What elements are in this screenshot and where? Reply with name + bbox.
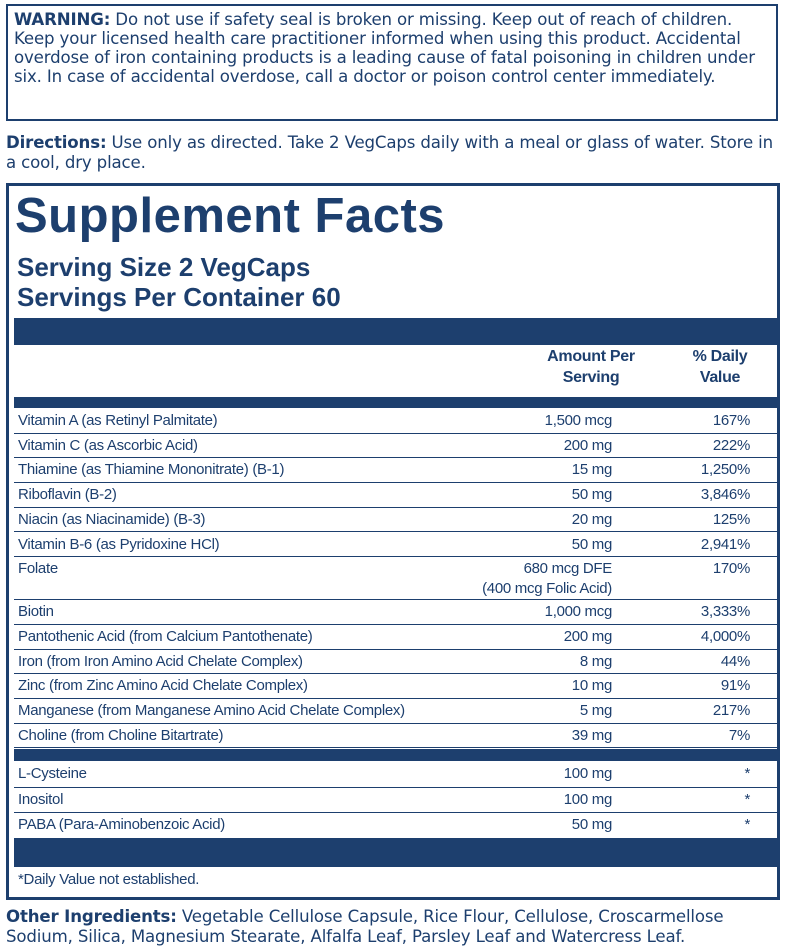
nutrient-daily-value: 222% [712,436,750,454]
nutrient-name: Pantothenic Acid (from Calcium Pantothen… [18,627,313,645]
nutrient-amount: 39 mg [571,726,613,744]
nutrient-daily-value: * [744,816,750,834]
nutrient-row: Vitamin C (as Ascorbic Acid) 200 mg 222% [14,434,778,459]
nutrient-amount: 200 mg [563,436,613,454]
nutrient-daily-value: 91% [720,677,750,695]
nutrient-amount: 8 mg [579,652,612,670]
nutrient-amount: 50 mg [571,535,613,553]
nutrient-amount: 10 mg [571,677,613,695]
nutrient-name: Inositol [18,790,64,808]
nutrient-name: Choline (from Choline Bitartrate) [18,726,224,744]
nutrient-name: Folate [18,560,58,578]
serving-size: Serving Size 2 VegCaps [17,252,311,282]
directions-text: Use only as directed. Take 2 VegCaps dai… [6,133,773,172]
nutrient-row: Biotin 1,000 mcg 3,333% [14,600,778,625]
nutrient-amount: 15 mg [571,461,613,479]
facts-title: Supplement Facts [15,189,446,243]
thick-divider-bottom [14,839,778,867]
nutrient-row: Pantothenic Acid (from Calcium Pantothen… [14,625,778,650]
nutrient-row: Choline (from Choline Bitartrate) 39 mg 7% [14,724,778,749]
nutrient-daily-value: 125% [712,510,750,528]
nutrient-name: Iron (from Iron Amino Acid Chelate Compl… [18,652,303,670]
nutrient-row: L-Cysteine 100 mg * [14,762,778,788]
nutrient-name: Zinc (from Zinc Amino Acid Chelate Compl… [18,677,308,695]
other-ingredients-text: Vegetable Cellulose Capsule, Rice Flour,… [6,907,724,946]
footnote: *Daily Value not established. [18,871,200,888]
column-header-amount: Amount Per Serving [547,348,635,386]
directions-label: Directions: [6,133,107,152]
nutrient-daily-value: 1,250% [700,461,750,479]
servings-per-container: Servings Per Container 60 [17,282,341,312]
other-ingredients-label: Other Ingredients: [6,907,177,926]
nutrient-name: Riboflavin (B-2) [18,486,117,504]
nutrient-name: PABA (Para-Aminobenzoic Acid) [18,816,225,834]
nutrient-name: Vitamin A (as Retinyl Palmitate) [18,412,218,429]
nutrient-daily-value: 44% [720,652,750,670]
thick-divider-middle [14,749,778,761]
nutrient-daily-value: 3,846% [700,486,750,504]
nutrient-row: Manganese (from Manganese Amino Acid Che… [14,699,778,724]
nutrient-amount: 50 mg [571,486,613,504]
nutrient-name: Biotin [18,603,54,621]
nutrient-daily-value: 167% [712,412,750,429]
nutrient-row: Thiamine (as Thiamine Mononitrate) (B-1)… [14,458,778,484]
nutrient-row: Vitamin B-6 (as Pyridoxine HCl) 50 mg 2,94… [14,533,778,558]
thick-divider-header [14,397,778,408]
nutrient-daily-value: 2,941% [700,535,750,553]
nutrient-row: Folate 680 mcg DFE (400 mcg Folic Acid) 170… [14,557,778,601]
nutrient-name: Thiamine (as Thiamine Mononitrate) (B-1) [18,461,285,479]
nutrient-amount: 680 mcg DFE [523,560,613,578]
warning-text: Do not use if safety seal is broken or m… [14,10,755,86]
other-ingredients: Other Ingredients: Vegetable Cellulose C… [6,907,782,947]
nutrient-amount: 100 mg [563,790,613,808]
nutrient-daily-value: 3,333% [700,603,750,621]
nutrient-row: Riboflavin (B-2) 50 mg 3,846% [14,483,778,508]
nutrient-amount: 50 mg [571,816,613,834]
nutrient-row: Zinc (from Zinc Amino Acid Chelate Compl… [14,674,778,699]
nutrient-amount: 1,500 mcg [544,412,613,429]
nutrient-name: Vitamin B-6 (as Pyridoxine HCl) [18,535,220,553]
nutrient-amount-detail: (400 mcg Folic Acid) [482,580,612,598]
supplement-facts-panel: Supplement Facts Serving Size 2 VegCaps … [6,183,780,900]
nutrient-row: Vitamin A (as Retinyl Palmitate) 1,500 mc… [14,409,778,434]
nutrient-name: Vitamin C (as Ascorbic Acid) [18,436,198,454]
nutrient-daily-value: 170% [712,560,750,578]
warning-box: WARNING: Do not use if safety seal is br… [6,4,778,121]
nutrient-amount: 20 mg [571,510,613,528]
nutrient-name: L-Cysteine [18,765,87,782]
nutrient-daily-value: 217% [712,702,750,719]
directions: Directions: Use only as directed. Take 2… [6,133,782,173]
nutrient-daily-value: 7% [728,726,750,744]
nutrient-row: Iron (from Iron Amino Acid Chelate Compl… [14,650,778,675]
column-header-daily-value: % Daily Value [692,348,748,386]
nutrient-row: PABA (Para-Aminobenzoic Acid) 50 mg * [14,813,778,840]
nutrient-amount: 200 mg [563,627,613,645]
nutrient-daily-value: 4,000% [700,627,750,645]
nutrient-name: Manganese (from Manganese Amino Acid Che… [18,702,405,719]
nutrient-daily-value: * [744,790,750,808]
nutrient-daily-value: * [744,765,750,782]
nutrient-amount: 100 mg [563,765,613,782]
nutrient-amount: 5 mg [579,702,612,719]
nutrient-name: Niacin (as Niacinamide) (B-3) [18,510,206,528]
warning-label: WARNING: [14,10,111,29]
nutrient-amount: 1,000 mcg [544,603,613,621]
nutrient-row: Inositol 100 mg * [14,788,778,814]
nutrient-row: Niacin (as Niacinamide) (B-3) 20 mg 125% [14,508,778,533]
thick-divider-top [14,318,778,345]
